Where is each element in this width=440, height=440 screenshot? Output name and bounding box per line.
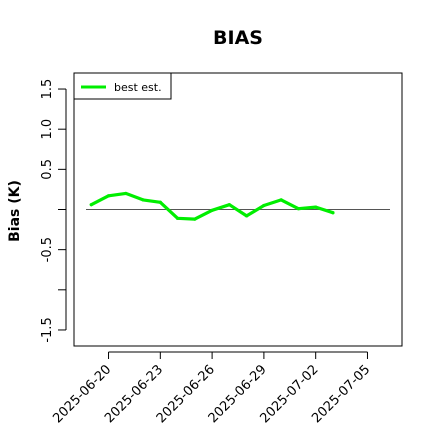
legend-label: best est.	[114, 81, 162, 94]
data-point	[175, 216, 180, 220]
data-point	[279, 198, 283, 202]
y-tick-label: -0.5	[40, 237, 55, 262]
chart-title: BIAS	[213, 27, 263, 49]
y-tick-label: 1.0	[40, 119, 55, 140]
data-point	[158, 200, 162, 204]
y-tick-label: 1.5	[40, 79, 55, 100]
y-tick-label: -1.5	[40, 317, 55, 342]
legend-box	[73, 72, 172, 100]
data-point	[89, 203, 93, 207]
data-point	[262, 203, 266, 208]
data-point	[227, 203, 231, 207]
legend: best est.	[73, 72, 172, 100]
data-point	[124, 191, 128, 196]
data-point	[296, 207, 301, 211]
y-axis: -1.5 -0.5 0.5 1.0 1.5	[40, 79, 67, 343]
data-point	[331, 211, 335, 215]
plot-frame	[73, 72, 403, 347]
data-point	[245, 214, 249, 218]
x-axis: 2025-06-202025-06-232025-06-262025-06-29…	[50, 351, 373, 426]
y-tick-label: 0.5	[40, 159, 55, 180]
y-axis-label: Bias (K)	[7, 180, 23, 242]
data-point	[210, 208, 214, 212]
data-point	[106, 194, 111, 198]
series-layer	[89, 191, 335, 221]
data-point	[193, 217, 197, 221]
series-line-best-est	[89, 191, 335, 221]
data-point	[141, 198, 145, 202]
data-point	[314, 205, 318, 209]
